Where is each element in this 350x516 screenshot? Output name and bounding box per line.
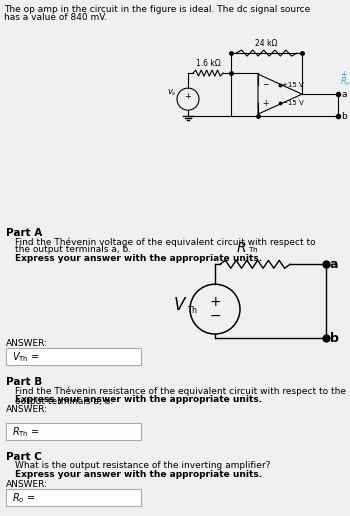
- Text: a: a: [330, 258, 338, 271]
- FancyBboxPatch shape: [6, 423, 141, 440]
- Text: +15 V: +15 V: [282, 82, 304, 88]
- Text: $V_{\mathrm{Th}}$ =: $V_{\mathrm{Th}}$ =: [12, 350, 40, 364]
- Text: b: b: [341, 111, 347, 121]
- Text: $_{\rm Th}$: $_{\rm Th}$: [248, 245, 259, 255]
- Text: −: −: [262, 80, 268, 90]
- Text: Find the Thévenin resistance of the equivalent circuit with respect to the outpu: Find the Thévenin resistance of the equi…: [15, 386, 346, 406]
- Text: Part C: Part C: [6, 452, 42, 462]
- Text: +: +: [340, 70, 346, 78]
- FancyBboxPatch shape: [6, 489, 141, 506]
- Text: Express your answer with the appropriate units.: Express your answer with the appropriate…: [15, 395, 262, 404]
- Text: −15 V: −15 V: [282, 100, 304, 106]
- Text: The op amp in the circuit in the figure is ideal. The dc signal source: The op amp in the circuit in the figure …: [4, 5, 310, 14]
- Text: $R_o$: $R_o$: [340, 76, 350, 88]
- Text: $R$: $R$: [236, 241, 246, 255]
- Text: ANSWER:: ANSWER:: [6, 480, 48, 489]
- Text: 1.6 kΩ: 1.6 kΩ: [196, 59, 220, 68]
- Text: ANSWER:: ANSWER:: [6, 339, 48, 348]
- Text: +: +: [184, 92, 191, 101]
- Text: $V$: $V$: [173, 296, 187, 314]
- Text: Part B: Part B: [6, 377, 42, 387]
- Text: Express your answer with the appropriate units.: Express your answer with the appropriate…: [15, 470, 262, 479]
- Text: $v_s$: $v_s$: [167, 88, 177, 99]
- Text: b: b: [330, 332, 339, 345]
- Text: Express your answer with the appropriate units.: Express your answer with the appropriate…: [15, 254, 262, 263]
- Text: has a value of 840 mV.: has a value of 840 mV.: [4, 13, 107, 22]
- Text: Find the Thévenin voltage of the equivalent circuit with respect to: Find the Thévenin voltage of the equival…: [15, 237, 316, 247]
- Text: +: +: [262, 99, 268, 108]
- Text: What is the output resistance of the inverting amplifier?: What is the output resistance of the inv…: [15, 461, 270, 470]
- Text: ANSWER:: ANSWER:: [6, 405, 48, 414]
- Text: Part A: Part A: [6, 229, 42, 238]
- Text: −: −: [209, 309, 221, 323]
- Text: +: +: [209, 295, 221, 309]
- Text: $R_{\mathrm{Th}}$ =: $R_{\mathrm{Th}}$ =: [12, 425, 40, 439]
- Text: $_{\rm Th}$: $_{\rm Th}$: [187, 305, 198, 317]
- Text: the output terminals a, b.: the output terminals a, b.: [15, 245, 131, 254]
- FancyBboxPatch shape: [6, 348, 141, 365]
- Text: 24 kΩ: 24 kΩ: [255, 39, 278, 48]
- Text: a: a: [341, 90, 346, 99]
- Text: $R_o$ =: $R_o$ =: [12, 491, 35, 505]
